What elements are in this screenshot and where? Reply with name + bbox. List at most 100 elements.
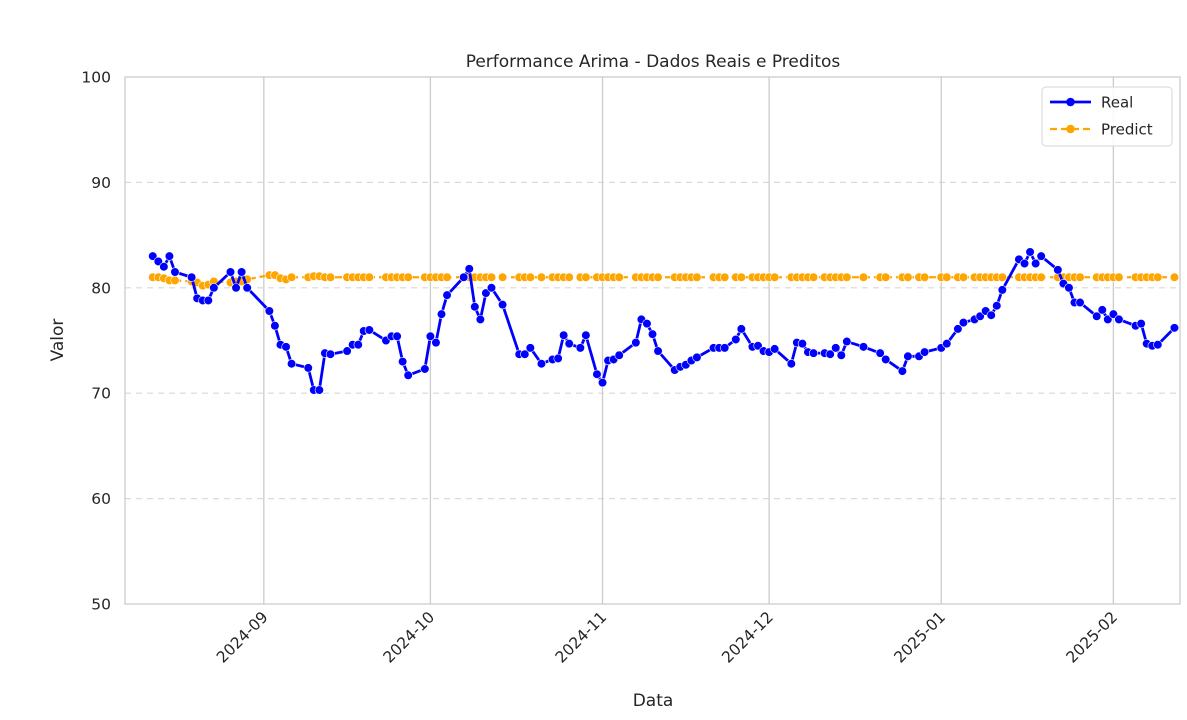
legend-label-real: Real (1101, 94, 1133, 112)
legend: Real Predict (1041, 86, 1173, 147)
data-point (470, 302, 480, 312)
data-point (481, 288, 491, 298)
data-point (842, 336, 852, 347)
data-point (442, 290, 452, 300)
data-point (836, 350, 846, 360)
data-point (575, 343, 585, 353)
data-point (237, 267, 247, 277)
data-point (642, 319, 652, 329)
data-point (475, 314, 485, 325)
data-point (1114, 272, 1124, 282)
legend-marker (1066, 124, 1075, 134)
data-point (1108, 309, 1118, 319)
data-point (581, 330, 591, 340)
data-point (420, 364, 430, 374)
data-point (1064, 283, 1074, 293)
data-point (631, 338, 641, 348)
data-point (436, 309, 447, 319)
x-tick-label: 2025-01 (891, 608, 950, 667)
plot-frame (124, 76, 1181, 605)
data-point (597, 378, 608, 388)
data-point (209, 283, 219, 293)
data-point (525, 343, 535, 353)
data-point (231, 283, 241, 293)
y-tick-label: 50 (91, 596, 111, 614)
data-point (170, 267, 180, 277)
data-point (858, 272, 869, 282)
data-point (1169, 272, 1180, 282)
data-point (614, 272, 624, 282)
data-point (731, 334, 741, 345)
data-point (770, 344, 780, 354)
data-point (364, 272, 374, 282)
data-point (692, 352, 702, 362)
data-point (903, 272, 913, 282)
data-point (992, 301, 1002, 311)
series-predict (148, 270, 1180, 291)
data-point (303, 363, 313, 373)
data-point (1053, 265, 1063, 275)
grid (125, 77, 1180, 604)
data-point (264, 306, 274, 316)
data-point (1114, 314, 1124, 325)
data-point (958, 317, 969, 328)
data-point (720, 343, 730, 353)
data-point (286, 359, 297, 369)
data-point (431, 338, 441, 348)
data-point (203, 295, 213, 306)
data-point (442, 272, 452, 282)
data-point (1025, 247, 1035, 257)
data-point (997, 285, 1007, 295)
y-tick-label: 100 (81, 69, 111, 87)
data-point (770, 272, 780, 282)
data-point (497, 300, 508, 310)
data-point (525, 272, 535, 282)
legend-marker (1066, 97, 1075, 107)
data-point (425, 331, 435, 341)
data-point (1153, 340, 1163, 350)
data-point (403, 370, 413, 380)
x-tick-label: 2025-02 (1063, 608, 1122, 667)
data-point (170, 275, 180, 286)
data-point (1092, 311, 1102, 321)
data-point (559, 330, 569, 340)
data-point (797, 339, 808, 349)
data-point (942, 339, 952, 349)
data-point (842, 272, 852, 282)
data-point (1075, 272, 1085, 282)
data-point (653, 346, 663, 356)
data-point (875, 348, 885, 358)
data-point (164, 251, 175, 261)
data-point (736, 272, 746, 282)
data-point (581, 272, 591, 282)
data-point (242, 283, 252, 293)
data-point (808, 272, 819, 282)
data-point (1075, 297, 1085, 308)
data-point (1019, 258, 1030, 269)
data-point (897, 366, 907, 376)
data-point (903, 351, 913, 361)
data-point (1153, 272, 1163, 282)
data-point (342, 346, 352, 356)
data-point (403, 272, 413, 282)
data-point (975, 311, 985, 321)
data-point (564, 339, 574, 349)
data-point (225, 267, 236, 277)
data-point (881, 354, 891, 365)
data-point (986, 310, 996, 320)
data-point (464, 264, 474, 274)
data-point (592, 369, 602, 379)
data-point (325, 349, 336, 359)
y-tick-label: 70 (91, 385, 111, 403)
data-point (486, 283, 497, 293)
data-point (786, 359, 796, 369)
data-point (858, 342, 869, 352)
data-point (497, 272, 508, 282)
data-point (958, 272, 969, 282)
y-tick-label: 60 (91, 490, 111, 508)
data-point (286, 272, 297, 282)
data-point (398, 356, 408, 367)
data-point (919, 347, 930, 357)
y-tick-label: 90 (91, 174, 111, 192)
data-point (281, 342, 291, 352)
